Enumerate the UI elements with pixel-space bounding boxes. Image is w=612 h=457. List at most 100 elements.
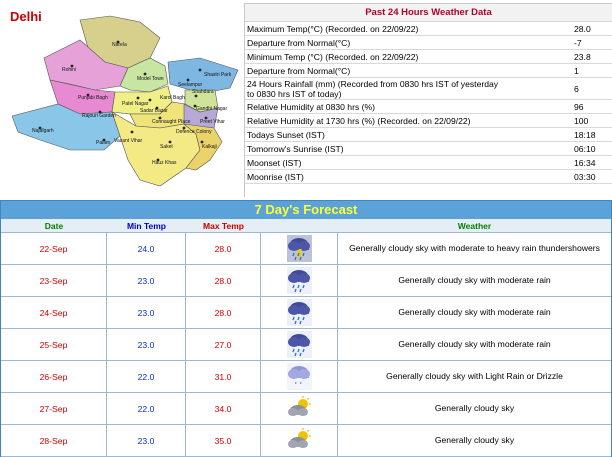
forecast-row: 28-Sep 23.0 35.0 Generally cloudy sky	[1, 425, 611, 457]
map-label: Model Town	[137, 76, 164, 82]
light-rain-icon	[286, 363, 312, 390]
map-label: Preet Vihar	[200, 119, 225, 125]
forecast-weather: Generally cloudy sky with moderate rain	[398, 339, 551, 349]
past-24-hours-label: Todays Sunset (IST)	[247, 129, 325, 140]
map-label: Rajouri Garden	[82, 113, 116, 119]
forecast-date: 24-Sep	[1, 297, 107, 328]
past-24-hours-value: 1	[574, 65, 579, 76]
date-column-header: Date	[44, 221, 64, 231]
past-24-hours-label: Departure from Normal(°C)	[247, 37, 351, 48]
district-map: Narela Rohini Model Town Shastri Park Se…	[0, 0, 244, 198]
map-label: Karol Bagh	[160, 95, 185, 101]
past-24-hours-value: 06:10	[574, 143, 596, 154]
past-24-hours-value: 03:30	[574, 171, 596, 182]
forecast-icon-cell	[261, 393, 338, 424]
past-24-hours-value: 28.0	[574, 23, 591, 34]
map-label: Saket	[160, 144, 173, 150]
forecast-icon-cell	[261, 425, 338, 456]
past-24-hours-header: Past 24 Hours Weather Data	[245, 4, 612, 22]
past-24-hours-row: 24 Hours Rainfall (mm) (Recorded from 08…	[245, 78, 612, 100]
forecast-max-temp: 31.0	[186, 361, 261, 392]
past-24-hours-label: Relative Humidity at 1730 hrs (%) (Recor…	[247, 115, 471, 126]
forecast-date: 26-Sep	[1, 361, 107, 392]
forecast-row: 24-Sep 23.0 28.0 Generally cloudy sky with …	[1, 297, 611, 329]
forecast-min-temp: 22.0	[107, 393, 186, 424]
forecast-max-temp: 28.0	[186, 233, 261, 264]
forecast-date: 25-Sep	[1, 329, 107, 360]
map-label: Seelampur	[178, 82, 203, 88]
past-24-hours-label: Moonrise (IST)	[247, 171, 304, 182]
map-region-south-east[interactable]	[183, 123, 223, 171]
map-region-north-east[interactable]	[167, 57, 239, 93]
map-label: Defence Colony	[176, 129, 212, 135]
past-24-hours-value: 16:34	[574, 157, 596, 168]
past-24-hours-label: Departure from Normal(°C)	[247, 65, 351, 76]
past-24-hours-row: Todays Sunset (IST) 18:18	[245, 128, 612, 142]
map-localities: Narela Rohini Model Town Shastri Park Se…	[32, 40, 232, 166]
map-label: Najafgarh	[32, 128, 54, 134]
forecast-title: 7 Day's Forecast	[1, 201, 611, 219]
past-24-hours-label: Moonset (IST)	[247, 157, 302, 168]
forecast-icon-cell	[261, 265, 338, 296]
forecast-min-temp: 23.0	[107, 329, 186, 360]
forecast-max-temp: 34.0	[186, 393, 261, 424]
forecast-max-temp: 27.0	[186, 329, 261, 360]
forecast-min-temp: 23.0	[107, 265, 186, 296]
forecast-weather: Generally cloudy sky with Light Rain or …	[386, 371, 563, 381]
past-24-hours-label: Tomorrow's Sunrise (IST)	[247, 143, 344, 154]
map-label: Vasant Vihar	[114, 138, 143, 144]
past-24-hours-value: 96	[574, 101, 584, 112]
forecast-row: 27-Sep 22.0 34.0 Generally cloudy sky	[1, 393, 611, 425]
cloudy-sun-icon	[287, 396, 311, 416]
forecast-max-temp: 35.0	[186, 425, 261, 456]
past-24-hours-table: Maximum Temp(°C) (Recorded. on 22/09/22)…	[245, 22, 612, 184]
forecast-row: 25-Sep 23.0 27.0 Generally cloudy sky with …	[1, 329, 611, 361]
past-24-hours-row: Moonset (IST) 16:34	[245, 156, 612, 170]
past-24-hours-row: Relative Humidity at 1730 hrs (%) (Recor…	[245, 114, 612, 128]
past-24-hours-panel: Past 24 Hours Weather Data Maximum Temp(…	[244, 3, 612, 197]
past-24-hours-row: Departure from Normal(°C) -7	[245, 36, 612, 50]
past-24-hours-label: Minimum Temp (°C) (Recorded. on 22/09/22…	[247, 51, 419, 62]
forecast-weather: Generally cloudy sky	[434, 403, 515, 413]
icon-column-header	[261, 219, 338, 232]
past-24-hours-row: Departure from Normal(°C) 1	[245, 64, 612, 78]
map-label: Shastri Park	[204, 72, 232, 78]
moderate-rain-icon	[286, 267, 312, 294]
thunder-rain-icon	[286, 235, 312, 262]
forecast-min-temp: 22.0	[107, 361, 186, 392]
map-region-model-town[interactable]	[119, 57, 169, 93]
forecast-date: 22-Sep	[1, 233, 107, 264]
map-label: Connaught Place	[152, 119, 191, 125]
forecast-max-temp: 28.0	[186, 265, 261, 296]
forecast-weather: Generally cloudy sky	[434, 435, 515, 445]
map-label: Sadar Bazar	[140, 108, 168, 114]
forecast-icon-cell	[261, 233, 338, 264]
map-label: Kalkaji	[202, 144, 217, 150]
forecast-icon-cell	[261, 329, 338, 360]
past-24-hours-label: Relative Humidity at 0830 hrs (%)	[247, 101, 375, 112]
moderate-rain-icon	[286, 331, 312, 358]
forecast-weather: Generally cloudy sky with moderate to he…	[349, 243, 600, 253]
forecast-min-temp: 23.0	[107, 425, 186, 456]
map-title: Delhi	[10, 9, 42, 24]
map-label: Palam	[96, 140, 110, 146]
min-temp-column-header: Min Temp	[126, 221, 167, 231]
past-24-hours-value: 100	[574, 115, 589, 126]
forecast-icon-cell	[261, 361, 338, 392]
forecast-row: 22-Sep 24.0 28.0 Generally cloudy sky with …	[1, 233, 611, 265]
map-label: Shahdara	[192, 89, 214, 95]
forecast-icon-cell	[261, 297, 338, 328]
map-label: Rohini	[62, 67, 76, 73]
weather-column-header: Weather	[457, 221, 492, 231]
map-region-south-west[interactable]	[11, 103, 121, 151]
forecast-weather: Generally cloudy sky with moderate rain	[398, 307, 551, 317]
forecast-panel: 7 Day's Forecast Date Min Temp Max Temp …	[0, 200, 612, 457]
forecast-table: 22-Sep 24.0 28.0 Generally cloudy sky with …	[1, 233, 611, 457]
past-24-hours-row: Minimum Temp (°C) (Recorded. on 22/09/22…	[245, 50, 612, 64]
map-label: Hauz Khas	[152, 160, 177, 166]
max-temp-column-header: Max Temp	[203, 221, 244, 231]
past-24-hours-value: 23.8	[574, 51, 591, 62]
forecast-date: 28-Sep	[1, 425, 107, 456]
past-24-hours-row: Tomorrow's Sunrise (IST) 06:10	[245, 142, 612, 156]
forecast-row: 26-Sep 22.0 31.0 Generally cloudy sky with …	[1, 361, 611, 393]
